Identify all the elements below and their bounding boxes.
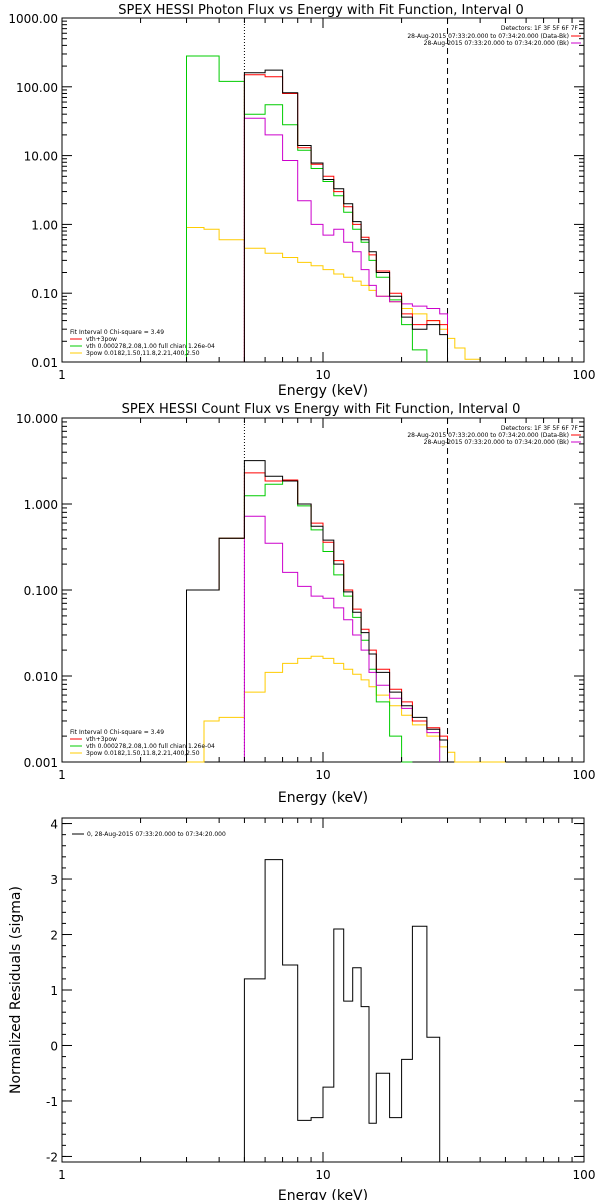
- fit-legend-total: vth+3pow: [86, 736, 117, 743]
- y-tick-label: 10.00: [24, 150, 58, 164]
- x-axis-label: Energy (keV): [278, 383, 368, 399]
- series-residuals: [243, 859, 441, 1162]
- y-tick-label: 1.00: [31, 218, 58, 232]
- time-label-bk: 28-Aug-2015 07:33:20.000 to 07:34:20.000…: [424, 439, 569, 446]
- series-data: [243, 69, 448, 362]
- series-background_model: [243, 117, 448, 362]
- y-tick-label: 100.00: [16, 81, 58, 95]
- y-tick-label: 10.000: [16, 412, 58, 426]
- fit-header: Fit Interval 0 Chi-square = 3.49: [70, 329, 164, 336]
- photon-flux-panel: SPEX HESSI Photon Flux vs Energy with Fi…: [8, 3, 595, 399]
- y-tick-label: 0.100: [24, 584, 58, 598]
- y-tick-label: 1.000: [24, 498, 58, 512]
- time-label-bk: 28-Aug-2015 07:33:20.000 to 07:34:20.000…: [424, 40, 569, 47]
- x-tick-label: 100: [573, 1168, 596, 1182]
- y-tick-label: 1: [50, 984, 58, 998]
- x-tick-label: 1: [58, 768, 66, 782]
- data-marks: [186, 418, 506, 763]
- x-tick-label: 100: [573, 768, 596, 782]
- y-tick-label: -1: [46, 1095, 58, 1109]
- y-tick-label: 4: [50, 818, 58, 832]
- data-marks: [186, 18, 481, 362]
- time-label-data-bk: 28-Aug-2015 07:33:20.000 to 07:34:20.000…: [407, 432, 569, 439]
- y-tick-label: 0.001: [24, 756, 58, 770]
- chart-title: SPEX HESSI Count Flux vs Energy with Fit…: [122, 402, 521, 417]
- y-axis-label: Normalized Residuals (sigma): [8, 886, 24, 1094]
- x-tick-label: 1: [58, 368, 66, 382]
- x-tick-label: 1: [58, 1168, 66, 1182]
- axis-ticks: 1 10 100 0.01 0.10 1.00 10.00 100.00 1000.00: [8, 12, 595, 382]
- residual-legend-label: 0, 28-Aug-2015 07:33:20.000 to 07:34:20.…: [87, 831, 226, 838]
- y-tick-label: 1000.00: [8, 12, 58, 26]
- x-tick-label: 10: [315, 768, 330, 782]
- fit-legend-total: vth+3pow: [86, 336, 117, 343]
- fit-legend-nonthermal: 3pow 0.0182,1.50,11.8,2.21,400,2.50: [86, 750, 200, 757]
- y-tick-label: 0.010: [24, 670, 58, 684]
- y-tick-label: 0: [50, 1039, 58, 1053]
- fit-legend-nonthermal: 3pow 0.0182,1.50,11.8,2.21,400,2.50: [86, 350, 200, 357]
- time-label-data-bk: 28-Aug-2015 07:33:20.000 to 07:34:20.000…: [407, 33, 569, 40]
- x-tick-label: 100: [573, 368, 596, 382]
- chart-title: SPEX HESSI Photon Flux vs Energy with Fi…: [118, 3, 524, 18]
- series-nonthermal: [186, 655, 506, 763]
- axis-ticks: 1 10 100 -2 -1 0 1 2 3 4: [46, 818, 595, 1182]
- series-background_model: [243, 515, 441, 762]
- data-marks: [243, 859, 441, 1162]
- x-tick-label: 10: [315, 1168, 330, 1182]
- y-tick-label: 3: [50, 873, 58, 887]
- y-tick-label: -2: [46, 1150, 58, 1164]
- axis-ticks: 1 10 100 0.001 0.010 0.100 1.000 10.000: [16, 412, 595, 782]
- x-axis-label: Energy (keV): [278, 790, 368, 806]
- count-flux-panel: SPEX HESSI Count Flux vs Energy with Fit…: [16, 402, 595, 806]
- fit-legend-thermal: vth 0.000278,2.08,1.00 full chian 1.26e-…: [86, 343, 215, 350]
- x-axis-label: Energy (keV): [278, 1188, 368, 1200]
- fit-header: Fit Interval 0 Chi-square = 3.49: [70, 729, 164, 736]
- series-total: [243, 74, 448, 362]
- series-nonthermal: [186, 227, 481, 362]
- y-tick-label: 0.10: [31, 287, 58, 301]
- series-data: [186, 460, 448, 762]
- y-tick-label: 0.01: [31, 356, 58, 370]
- x-tick-label: 10: [315, 368, 330, 382]
- fit-legend-thermal: vth 0.000278,2.08,1.00 full chian 1.26e-…: [86, 743, 215, 750]
- detector-label: Detectors: 1F 3F 5F 6F 7F: [501, 25, 579, 32]
- residuals-panel: 1 10 100 -2 -1 0 1 2 3 4 0, 28-Aug-2015 07:33:20.…: [8, 817, 595, 1200]
- detector-label: Detectors: 1F 3F 5F 6F 7F: [501, 425, 579, 432]
- y-tick-label: 2: [50, 929, 58, 943]
